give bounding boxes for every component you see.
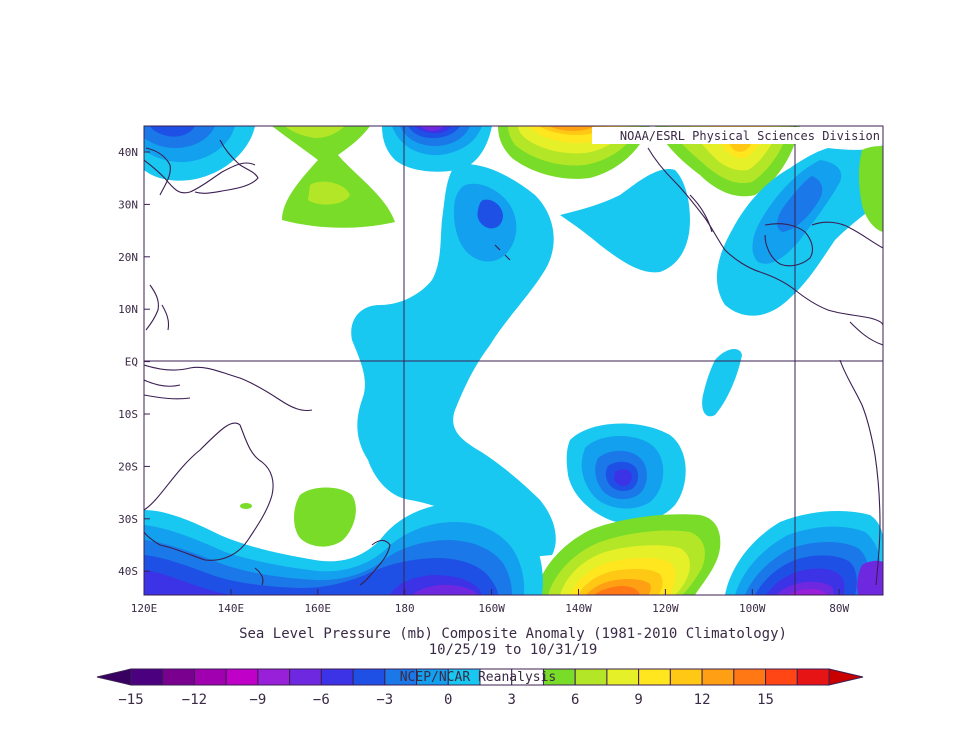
credit-box: [592, 127, 882, 144]
coast-australia: [144, 422, 274, 561]
colorbar-swatch: [162, 668, 195, 686]
colorbar-swatch: [225, 668, 259, 686]
contour-south-low: [566, 423, 686, 524]
coast-hawaii: [494, 244, 511, 261]
lon-labels: 120E 140E 160E 180 160W 140W 120W 100W 80W: [131, 589, 850, 615]
colorbar: [96, 668, 864, 686]
coast-tasmania: [254, 567, 264, 586]
contour-south-high: [535, 514, 721, 595]
colorbar-swatch: [193, 668, 227, 686]
colorbar-swatch: [289, 668, 322, 686]
coast-south-america: [839, 359, 881, 586]
coast-colombia: [849, 321, 883, 346]
coastlines: [144, 139, 883, 586]
colorbar-swatch: [765, 668, 798, 686]
colorbar-label: −12: [182, 692, 207, 708]
contour-eq-low: [702, 348, 742, 417]
colorbar-swatch: [320, 668, 354, 686]
contour-north-low: [382, 126, 492, 172]
lon-label: 100W: [739, 602, 766, 615]
lat-label: 40N: [118, 146, 138, 159]
colorbar-label: −9: [249, 692, 266, 708]
source-label: NCEP/NCAR Reanalysis: [400, 670, 557, 685]
plot-frame: [143, 125, 884, 596]
lat-label: 10N: [118, 303, 138, 316]
lat-label: 40S: [118, 565, 138, 578]
coast-us-east: [811, 221, 883, 249]
lat-labels: 40N 30N 20N 10N EQ 10S 20S 30S 40S: [118, 146, 150, 578]
lat-label: 20N: [118, 251, 138, 264]
lon-label: 160E: [305, 602, 332, 615]
lon-label: 160W: [478, 602, 505, 615]
credit-text: NOAA/ESRL Physical Sciences Division: [620, 129, 880, 143]
gridlines: [144, 126, 883, 595]
colorbar-swatch: [796, 668, 830, 686]
coast-philippines: [145, 284, 159, 331]
lon-label: 80W: [829, 602, 849, 615]
lat-label: 30N: [118, 198, 138, 211]
coast-baja: [689, 194, 713, 233]
colorbar-swatch: [669, 668, 703, 686]
lat-label: 10S: [118, 408, 138, 421]
coast-korea: [145, 147, 171, 196]
colorbar-labels: −15 −12 −9 −6 −3 0 3 6 9 12 15: [118, 692, 774, 708]
colorbar-swatch: [606, 668, 640, 686]
coast-new-zealand: [359, 539, 391, 586]
colorbar-label: 0: [444, 692, 452, 708]
date-range: 10/25/19 to 10/31/19: [429, 642, 598, 658]
contour-small-positive: [240, 503, 252, 509]
coast-new-guinea: [144, 364, 313, 412]
contour-aus-positive: [294, 487, 356, 547]
contour-east-low: [716, 145, 883, 316]
contour-sw-low: [144, 502, 543, 595]
colorbar-swatch: [257, 668, 291, 686]
anomaly-contours: [144, 126, 883, 595]
colorbar-label: 3: [508, 692, 516, 708]
lon-label: 140E: [218, 602, 245, 615]
contour-central-low: [351, 164, 556, 560]
coast-north-america: [647, 147, 883, 326]
colorbar-arrow-left: [96, 668, 132, 686]
coast-japan: [194, 139, 259, 194]
lon-label: 180: [395, 602, 415, 615]
colorbar-swatch: [733, 668, 767, 686]
colorbar-label: 6: [571, 692, 579, 708]
contour-atlantic-positive: [859, 146, 883, 232]
colorbar-swatch: [130, 668, 164, 686]
lat-label: 20S: [118, 460, 138, 473]
colorbar-swatch: [638, 668, 671, 686]
colorbar-swatch: [352, 668, 386, 686]
lon-label: 140W: [565, 602, 592, 615]
lon-label: 120E: [131, 602, 158, 615]
colorbar-swatch: [574, 668, 608, 686]
contour-north-positive: [272, 126, 395, 228]
contour-se-low: [725, 510, 883, 595]
colorbar-label: −6: [313, 692, 330, 708]
lon-label: 120W: [652, 602, 679, 615]
colorbar-label: 12: [694, 692, 711, 708]
coast-east-asia: [144, 159, 256, 194]
lat-label: EQ: [125, 356, 138, 369]
colorbar-label: −3: [376, 692, 393, 708]
colorbar-label: 9: [634, 692, 642, 708]
chart-title: Sea Level Pressure (mb) Composite Anomal…: [239, 626, 787, 642]
lat-label: 30S: [118, 513, 138, 526]
colorbar-label: 15: [757, 692, 774, 708]
colorbar-label: −15: [118, 692, 143, 708]
contour-mid-low: [560, 169, 690, 273]
colorbar-arrow-right: [828, 668, 864, 686]
contour-nw-low: [144, 126, 255, 181]
colorbar-swatch: [701, 668, 735, 686]
